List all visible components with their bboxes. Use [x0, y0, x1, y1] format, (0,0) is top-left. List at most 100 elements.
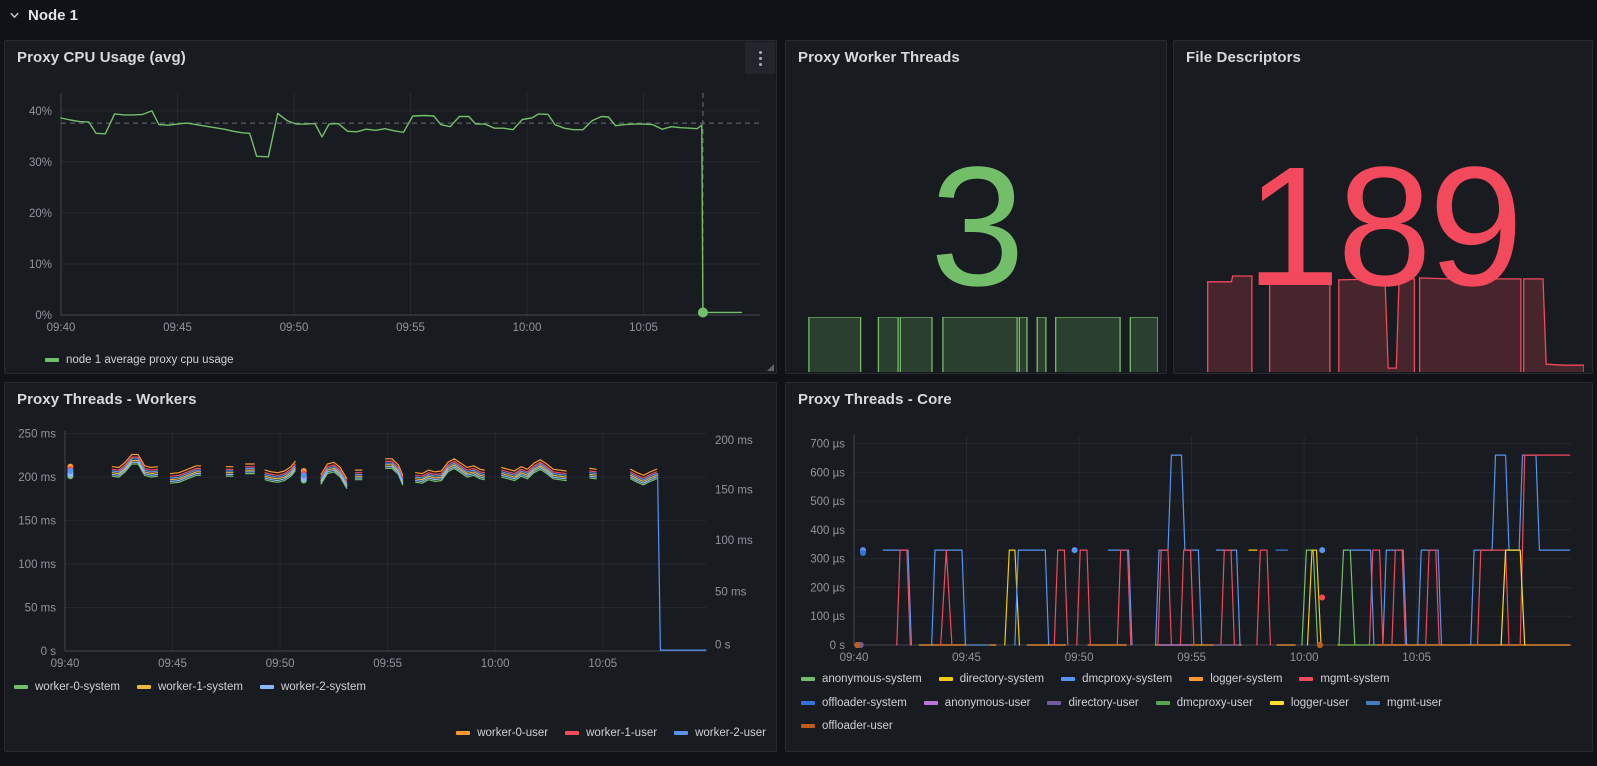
- legend-series-label: worker-2-system: [280, 681, 366, 693]
- svg-text:09:45: 09:45: [952, 652, 981, 664]
- resize-handle[interactable]: [767, 364, 774, 371]
- legend-item[interactable]: worker-0-system: [14, 681, 120, 693]
- svg-text:09:55: 09:55: [373, 658, 402, 670]
- panel-proxy-threads-workers: Proxy Threads - Workers 09:40 09:45 09:50 0…: [4, 382, 777, 752]
- panel-title-proxy-threads-workers[interactable]: Proxy Threads - Workers: [17, 390, 197, 408]
- svg-text:09:50: 09:50: [280, 322, 309, 334]
- svg-text:200 ms: 200 ms: [715, 435, 753, 447]
- worker-threads-value: 3: [930, 131, 1025, 322]
- svg-text:09:50: 09:50: [1065, 652, 1094, 664]
- legend-series-color: [801, 677, 815, 681]
- legend-series-color: [801, 724, 815, 728]
- svg-text:09:40: 09:40: [51, 658, 80, 670]
- workers-legend-system: worker-0-system worker-1-system worker-2-s…: [14, 681, 768, 693]
- legend-series-label: logger-user: [1290, 697, 1349, 709]
- worker-threads-sparkline[interactable]: [794, 316, 1159, 372]
- legend-series-label: offloader-user: [822, 720, 893, 732]
- svg-text:100 µs: 100 µs: [810, 611, 845, 623]
- row-title: Node 1: [28, 7, 79, 24]
- chevron-down-icon: [8, 9, 21, 22]
- legend-series-color: [565, 731, 580, 735]
- svg-text:10:05: 10:05: [1402, 652, 1431, 664]
- svg-text:0 s: 0 s: [41, 646, 57, 658]
- panel-title-proxy-threads-core[interactable]: Proxy Threads - Core: [798, 390, 952, 408]
- cpu-legend: node 1 average proxy cpu usage: [45, 354, 768, 366]
- legend-series-color: [1189, 677, 1204, 681]
- legend-item[interactable]: offloader-user: [801, 720, 893, 732]
- svg-text:100 ms: 100 ms: [18, 559, 56, 571]
- svg-text:0 s: 0 s: [715, 639, 731, 651]
- legend-series-label: directory-system: [959, 673, 1045, 685]
- svg-text:400 µs: 400 µs: [810, 525, 845, 537]
- file-descriptors-sparkline[interactable]: [1182, 275, 1585, 372]
- proxy-threads-core-chart[interactable]: 09:40 09:45 09:50 09:55 10:00 10:05 700 µs 600 …: [794, 417, 1586, 669]
- panel-title-file-descriptors[interactable]: File Descriptors: [1186, 48, 1301, 66]
- proxy-threads-workers-chart[interactable]: 09:40 09:45 09:50 09:55 10:00 10:05 250 ms 200 …: [13, 417, 770, 675]
- legend-series-label: mgmt-system: [1320, 673, 1390, 685]
- svg-text:09:55: 09:55: [1177, 652, 1206, 664]
- svg-text:0%: 0%: [35, 310, 52, 322]
- panel-title-proxy-worker-threads[interactable]: Proxy Worker Threads: [798, 48, 960, 66]
- panel-proxy-worker-threads: Proxy Worker Threads 3: [785, 40, 1167, 374]
- svg-text:09:45: 09:45: [158, 658, 187, 670]
- legend-series-color: [674, 731, 689, 735]
- legend-item[interactable]: worker-2-user: [674, 727, 766, 739]
- svg-text:250 ms: 250 ms: [18, 429, 56, 441]
- legend-item[interactable]: logger-user: [1269, 697, 1349, 709]
- legend-item[interactable]: anonymous-user: [923, 697, 1031, 709]
- legend-item[interactable]: directory-system: [938, 673, 1045, 685]
- legend-series-color: [1155, 701, 1170, 705]
- legend-series-color: [1269, 701, 1284, 705]
- legend-item[interactable]: node 1 average proxy cpu usage: [45, 354, 234, 366]
- legend-series-label: offloader-system: [822, 697, 907, 709]
- svg-text:200 µs: 200 µs: [810, 582, 845, 594]
- kebab-menu-icon[interactable]: [745, 42, 775, 74]
- legend-item[interactable]: anonymous-system: [801, 673, 922, 685]
- core-legend-row-3: offloader-user: [801, 720, 1584, 732]
- svg-text:150 ms: 150 ms: [715, 484, 753, 496]
- cpu-usage-chart[interactable]: 09:40 09:45 09:50 09:55 10:00 10:05 40% 30% 20% 1…: [13, 75, 770, 339]
- svg-text:10%: 10%: [29, 259, 52, 271]
- svg-text:10:00: 10:00: [481, 658, 510, 670]
- legend-series-label: anonymous-user: [944, 697, 1031, 709]
- legend-item[interactable]: worker-2-system: [259, 681, 366, 693]
- panel-proxy-cpu-usage: Proxy CPU Usage (avg) 09:40 09:45 09:50 09:…: [4, 40, 777, 374]
- svg-text:40%: 40%: [29, 106, 52, 118]
- panel-title-proxy-cpu-usage[interactable]: Proxy CPU Usage (avg): [17, 48, 186, 66]
- legend-series-label: directory-user: [1068, 697, 1139, 709]
- legend-series-label: logger-system: [1210, 673, 1283, 685]
- legend-series-color: [1047, 701, 1062, 705]
- legend-item[interactable]: logger-system: [1189, 673, 1282, 685]
- core-legend-row-1: anonymous-system directory-system dmcproxy…: [801, 673, 1584, 685]
- svg-text:09:40: 09:40: [840, 652, 869, 664]
- legend-series-color: [456, 731, 471, 735]
- svg-text:500 µs: 500 µs: [810, 496, 845, 508]
- svg-text:100 ms: 100 ms: [715, 535, 753, 547]
- legend-item[interactable]: mgmt-system: [1299, 673, 1389, 685]
- legend-item[interactable]: mgmt-user: [1366, 697, 1442, 709]
- legend-series-color: [259, 685, 274, 689]
- legend-series-label: dmcproxy-user: [1176, 697, 1253, 709]
- svg-text:50 ms: 50 ms: [715, 587, 747, 599]
- legend-series-color: [938, 677, 953, 681]
- legend-item[interactable]: worker-1-system: [136, 681, 243, 693]
- svg-text:10:05: 10:05: [629, 322, 658, 334]
- legend-series-color: [14, 685, 28, 689]
- legend-series-label: mgmt-user: [1387, 697, 1442, 709]
- legend-item[interactable]: dmcproxy-system: [1061, 673, 1172, 685]
- svg-text:09:40: 09:40: [47, 322, 76, 334]
- svg-text:0 s: 0 s: [830, 640, 846, 652]
- svg-text:10:00: 10:00: [1290, 652, 1319, 664]
- legend-item[interactable]: worker-0-user: [456, 727, 548, 739]
- svg-text:09:45: 09:45: [163, 322, 192, 334]
- svg-text:700 µs: 700 µs: [810, 439, 845, 451]
- legend-item[interactable]: dmcproxy-user: [1155, 697, 1253, 709]
- row-header-node-1[interactable]: Node 1: [8, 7, 78, 24]
- svg-text:300 µs: 300 µs: [810, 554, 845, 566]
- legend-item[interactable]: worker-1-user: [565, 727, 657, 739]
- legend-item[interactable]: directory-user: [1047, 697, 1139, 709]
- legend-series-color: [1299, 677, 1314, 681]
- file-descriptors-value: 189: [1245, 131, 1524, 322]
- legend-series-label: worker-1-system: [157, 681, 243, 693]
- legend-item[interactable]: offloader-system: [801, 697, 907, 709]
